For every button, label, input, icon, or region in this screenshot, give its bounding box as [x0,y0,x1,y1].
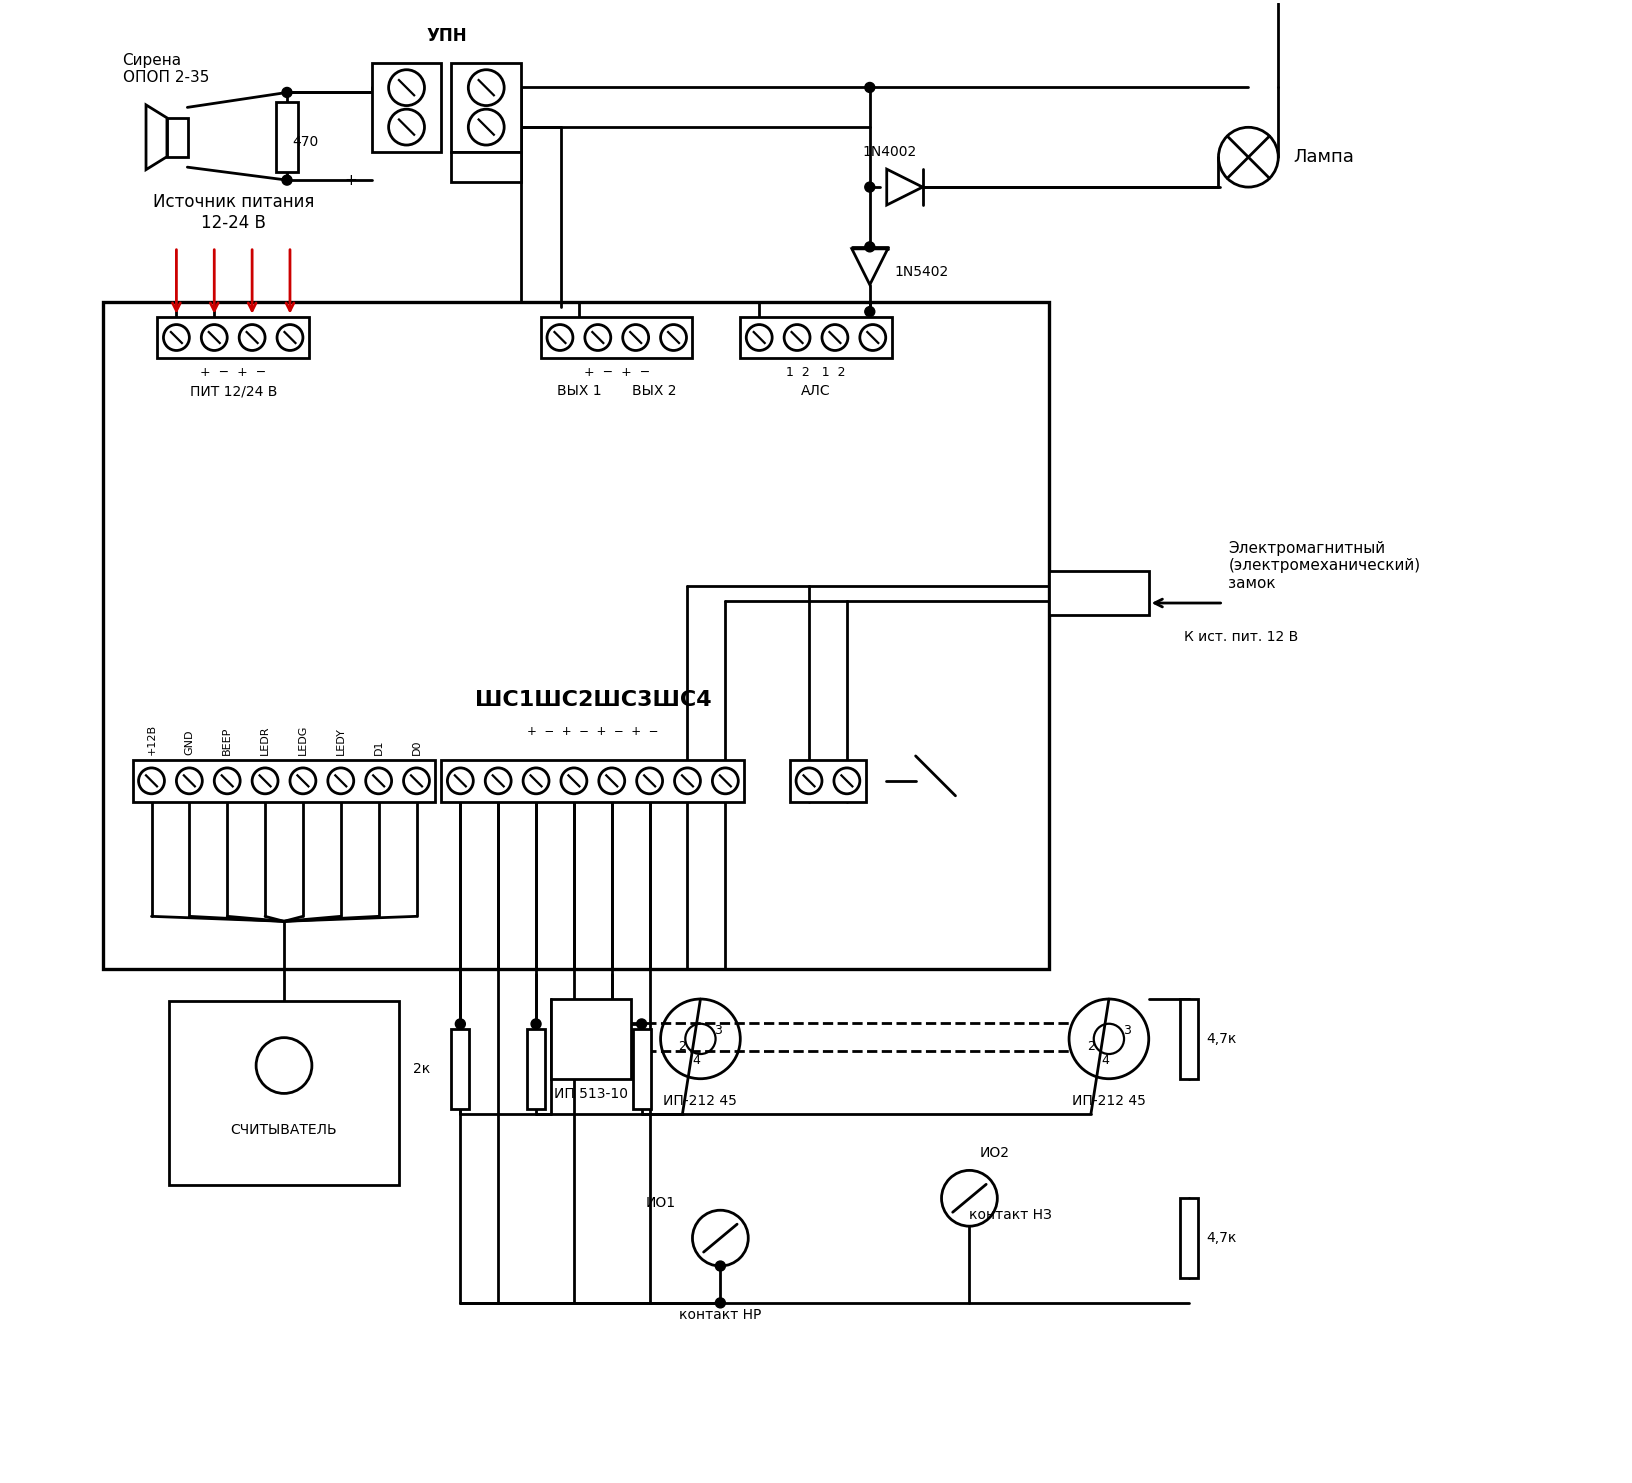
Circle shape [530,1019,540,1029]
Text: ВЫХ 2: ВЫХ 2 [632,384,676,399]
Bar [739,316,891,359]
Text: 470: 470 [292,135,318,150]
Bar [527,1029,545,1109]
Text: контакт НР: контакт НР [679,1308,761,1321]
Text: +: + [344,172,356,188]
Bar [790,759,865,802]
Bar [166,117,188,157]
Circle shape [636,1019,646,1029]
Text: 510: 510 [553,1032,579,1046]
Bar [1178,1000,1196,1078]
Bar [450,62,521,153]
Text: 4,7к: 4,7к [1206,1032,1235,1046]
Text: 2: 2 [1087,1041,1093,1053]
Bar [450,153,521,182]
Text: Сирена
ОПОП 2-35: Сирена ОПОП 2-35 [122,52,209,85]
Text: D1: D1 [374,740,384,755]
Bar [157,316,308,359]
Text: ИП-212 45: ИП-212 45 [1071,1093,1146,1108]
Text: −: − [588,1029,602,1048]
Circle shape [715,1298,725,1308]
Text: 1N4002: 1N4002 [862,145,916,159]
Circle shape [865,83,875,92]
Text: Электромагнитный
(электромеханический)
замок: Электромагнитный (электромеханический) з… [1227,541,1420,590]
Bar [1178,1198,1196,1278]
Polygon shape [886,169,922,205]
Text: контакт НЗ: контакт НЗ [969,1209,1051,1222]
Text: Лампа: Лампа [1293,148,1353,166]
Text: 1N5402: 1N5402 [894,265,948,279]
Text: ИП-212 45: ИП-212 45 [663,1093,738,1108]
Circle shape [282,87,292,98]
Bar [540,316,692,359]
Text: ИО2: ИО2 [979,1146,1009,1160]
Text: +: + [588,1010,602,1028]
Text: +  −  +  −: + − + − [583,366,650,380]
Text: ШС1ШС2ШС3ШС4: ШС1ШС2ШС3ШС4 [475,690,710,710]
Bar [441,759,744,802]
Text: BEEP: BEEP [222,727,232,755]
Text: ИП 513-10: ИП 513-10 [553,1087,627,1100]
Circle shape [865,307,875,316]
Circle shape [455,1019,465,1029]
Text: +  −  +  −  +  −  +  −: + − + − + − + − [527,725,658,739]
Text: 4: 4 [1100,1054,1108,1068]
Text: ИО1: ИО1 [645,1197,676,1210]
Text: +12В: +12В [147,724,157,755]
Text: 4: 4 [692,1054,700,1068]
Text: ВЫХ 1: ВЫХ 1 [557,384,601,399]
Text: LEDR: LEDR [259,725,269,755]
Text: К ист. пит. 12 В: К ист. пит. 12 В [1183,630,1297,645]
Bar [1048,571,1147,615]
Text: 3: 3 [1123,1025,1129,1038]
Bar [132,759,436,802]
Bar [170,1001,398,1185]
Bar [103,301,1048,970]
Text: 1  2   1  2: 1 2 1 2 [785,366,845,380]
Circle shape [865,242,875,252]
Circle shape [282,175,292,185]
Text: +: + [588,1046,602,1063]
Polygon shape [852,249,888,285]
Text: 3: 3 [713,1025,721,1038]
Text: СЧИТЫВАТЕЛЬ: СЧИТЫВАТЕЛЬ [230,1123,338,1137]
Bar [372,62,441,153]
Text: ПИТ 12/24 В: ПИТ 12/24 В [189,384,277,399]
Bar [550,1000,630,1078]
Text: 2к: 2к [413,1062,431,1075]
Text: −: − [588,1057,602,1075]
Text: 2к: 2к [594,1062,612,1075]
Text: GND: GND [184,730,194,755]
Text: УПН: УПН [426,27,467,44]
Text: 4,7к: 4,7к [1206,1231,1235,1246]
Circle shape [715,1261,725,1271]
Text: Источник питания
12-24 В: Источник питания 12-24 В [152,193,313,231]
Text: +  −  +  −: + − + − [201,366,266,380]
Text: LEDY: LEDY [336,727,346,755]
Text: АЛС: АЛС [801,384,831,399]
Text: LEDG: LEDG [297,725,308,755]
Circle shape [865,182,875,193]
Bar [632,1029,650,1109]
Text: D0: D0 [411,740,421,755]
Bar [450,1029,468,1109]
Text: 2: 2 [679,1041,685,1053]
Bar [276,102,297,172]
